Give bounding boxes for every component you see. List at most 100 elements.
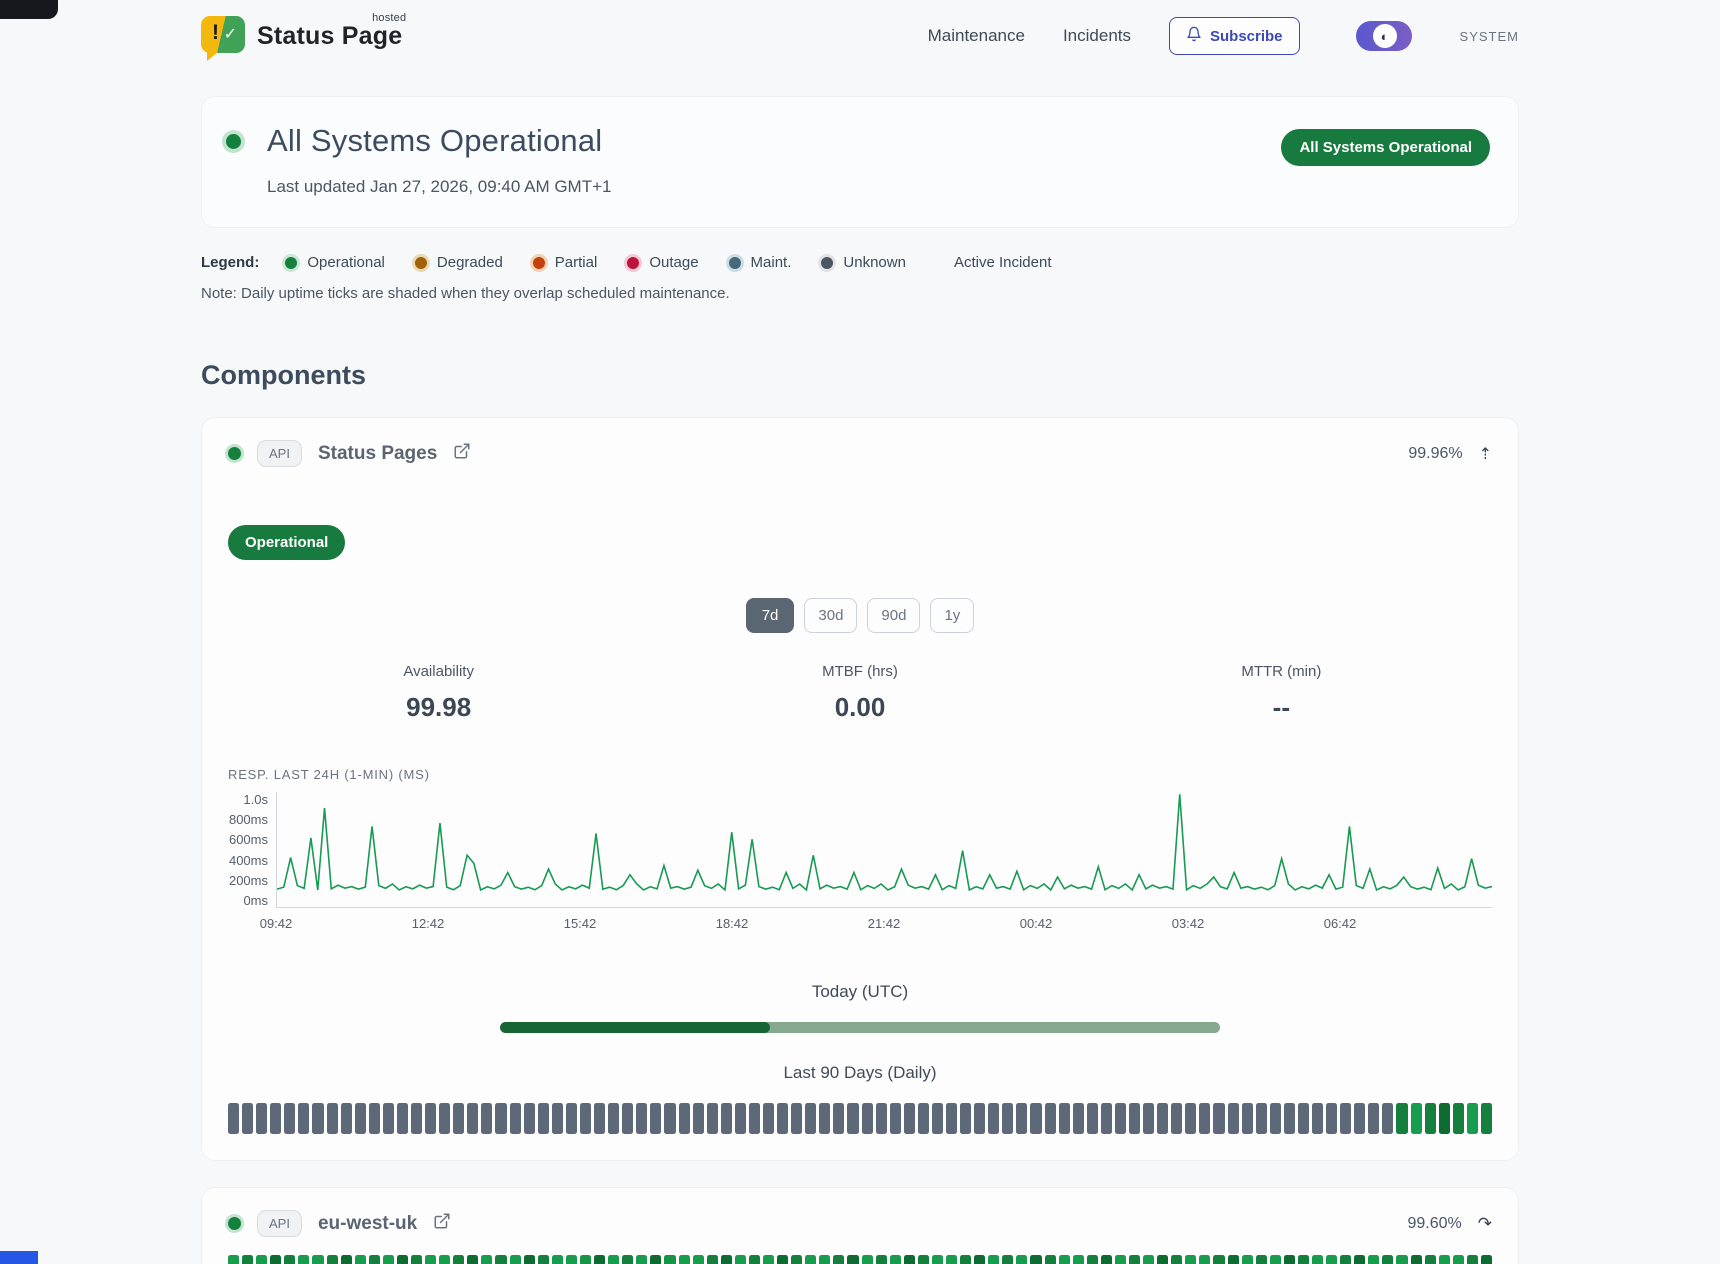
uptime-tick[interactable] xyxy=(1199,1103,1211,1134)
nav-incidents[interactable]: Incidents xyxy=(1062,26,1131,45)
uptime-tick[interactable] xyxy=(1227,1255,1239,1264)
uptime-tick[interactable] xyxy=(819,1255,831,1264)
expand-icon[interactable]: ↷ xyxy=(1477,1213,1492,1233)
uptime-tick[interactable] xyxy=(819,1103,831,1134)
uptime-tick[interactable] xyxy=(425,1255,437,1264)
uptime-tick[interactable] xyxy=(762,1103,775,1134)
uptime-tick[interactable] xyxy=(495,1103,507,1134)
uptime-tick[interactable] xyxy=(1213,1103,1225,1134)
uptime-tick[interactable] xyxy=(988,1255,1000,1264)
uptime-tick[interactable] xyxy=(791,1103,803,1134)
uptime-tick[interactable] xyxy=(833,1103,845,1134)
uptime-tick[interactable] xyxy=(551,1255,563,1264)
uptime-tick[interactable] xyxy=(1016,1103,1028,1134)
uptime-tick[interactable] xyxy=(861,1103,873,1134)
uptime-tick[interactable] xyxy=(1157,1255,1169,1264)
uptime-tick[interactable] xyxy=(1114,1255,1126,1264)
uptime-tick[interactable] xyxy=(495,1255,507,1264)
uptime-tick[interactable] xyxy=(1424,1103,1436,1134)
uptime-tick[interactable] xyxy=(748,1255,760,1264)
uptime-tick[interactable] xyxy=(748,1103,760,1134)
uptime-tick[interactable] xyxy=(974,1103,986,1134)
uptime-tick[interactable] xyxy=(1438,1103,1450,1134)
uptime-tick[interactable] xyxy=(509,1103,521,1134)
uptime-tick[interactable] xyxy=(298,1103,310,1134)
uptime-tick[interactable] xyxy=(1480,1103,1493,1134)
uptime-tick[interactable] xyxy=(875,1255,887,1264)
uptime-tick[interactable] xyxy=(509,1255,521,1264)
uptime-tick[interactable] xyxy=(1171,1255,1183,1264)
uptime-tick[interactable] xyxy=(805,1103,817,1134)
uptime-tick[interactable] xyxy=(354,1103,366,1134)
uptime-tick[interactable] xyxy=(1396,1103,1408,1134)
uptime-tick[interactable] xyxy=(551,1103,563,1134)
uptime-tick[interactable] xyxy=(565,1103,577,1134)
uptime-tick[interactable] xyxy=(256,1103,268,1134)
uptime-tick[interactable] xyxy=(1466,1103,1478,1134)
uptime-tick[interactable] xyxy=(1382,1103,1394,1134)
uptime-tick[interactable] xyxy=(1283,1103,1295,1134)
uptime-tick[interactable] xyxy=(1312,1255,1324,1264)
uptime-tick[interactable] xyxy=(917,1255,929,1264)
uptime-tick[interactable] xyxy=(974,1255,986,1264)
uptime-tick[interactable] xyxy=(762,1255,775,1264)
uptime-tick[interactable] xyxy=(256,1255,268,1264)
uptime-tick[interactable] xyxy=(1143,1103,1155,1134)
uptime-tick[interactable] xyxy=(960,1255,972,1264)
uptime-tick[interactable] xyxy=(1354,1103,1366,1134)
uptime-tick[interactable] xyxy=(650,1103,662,1134)
uptime-tick[interactable] xyxy=(608,1255,620,1264)
uptime-tick[interactable] xyxy=(425,1103,437,1134)
uptime-tick[interactable] xyxy=(523,1103,535,1134)
theme-toggle[interactable]: ◐ xyxy=(1355,21,1412,51)
external-link-icon[interactable] xyxy=(453,442,471,465)
uptime-tick[interactable] xyxy=(664,1103,676,1134)
uptime-tick[interactable] xyxy=(1480,1255,1493,1264)
uptime-tick[interactable] xyxy=(1283,1255,1295,1264)
uptime-tick[interactable] xyxy=(396,1255,409,1264)
uptime-tick[interactable] xyxy=(579,1255,592,1264)
uptime-tick[interactable] xyxy=(594,1103,606,1134)
uptime-tick[interactable] xyxy=(636,1255,648,1264)
uptime-tick[interactable] xyxy=(326,1255,338,1264)
uptime-tick[interactable] xyxy=(917,1103,929,1134)
uptime-tick[interactable] xyxy=(1072,1103,1084,1134)
uptime-tick[interactable] xyxy=(1002,1103,1014,1134)
uptime-tick[interactable] xyxy=(439,1255,451,1264)
uptime-tick[interactable] xyxy=(453,1103,465,1134)
uptime-tick[interactable] xyxy=(439,1103,451,1134)
uptime-tick[interactable] xyxy=(1030,1255,1042,1264)
uptime-tick[interactable] xyxy=(1058,1255,1070,1264)
uptime-tick[interactable] xyxy=(1340,1255,1352,1264)
uptime-tick[interactable] xyxy=(1297,1103,1310,1134)
uptime-tick[interactable] xyxy=(734,1103,746,1134)
uptime-tick[interactable] xyxy=(720,1103,732,1134)
uptime-tick[interactable] xyxy=(368,1255,380,1264)
uptime-tick[interactable] xyxy=(1452,1255,1464,1264)
uptime-tick[interactable] xyxy=(1129,1255,1141,1264)
uptime-tick[interactable] xyxy=(692,1103,704,1134)
range-button-1y[interactable]: 1y xyxy=(930,598,975,633)
uptime-tick[interactable] xyxy=(678,1103,690,1134)
uptime-tick[interactable] xyxy=(692,1255,704,1264)
uptime-tick[interactable] xyxy=(1241,1103,1253,1134)
uptime-tick[interactable] xyxy=(1255,1103,1267,1134)
uptime-tick[interactable] xyxy=(945,1255,958,1264)
uptime-tick[interactable] xyxy=(396,1103,409,1134)
uptime-tick[interactable] xyxy=(622,1103,634,1134)
uptime-tick[interactable] xyxy=(340,1103,352,1134)
uptime-tick[interactable] xyxy=(1255,1255,1267,1264)
uptime-tick[interactable] xyxy=(1269,1255,1281,1264)
uptime-tick[interactable] xyxy=(1227,1103,1239,1134)
uptime-tick[interactable] xyxy=(791,1255,803,1264)
uptime-tick[interactable] xyxy=(368,1103,380,1134)
uptime-tick[interactable] xyxy=(1312,1103,1324,1134)
uptime-tick[interactable] xyxy=(1297,1255,1310,1264)
uptime-tick[interactable] xyxy=(889,1103,901,1134)
uptime-tick[interactable] xyxy=(481,1103,493,1134)
uptime-tick[interactable] xyxy=(1424,1255,1436,1264)
uptime-tick[interactable] xyxy=(1114,1103,1126,1134)
uptime-tick[interactable] xyxy=(382,1103,394,1134)
uptime-tick[interactable] xyxy=(326,1103,338,1134)
uptime-tick[interactable] xyxy=(777,1103,789,1134)
